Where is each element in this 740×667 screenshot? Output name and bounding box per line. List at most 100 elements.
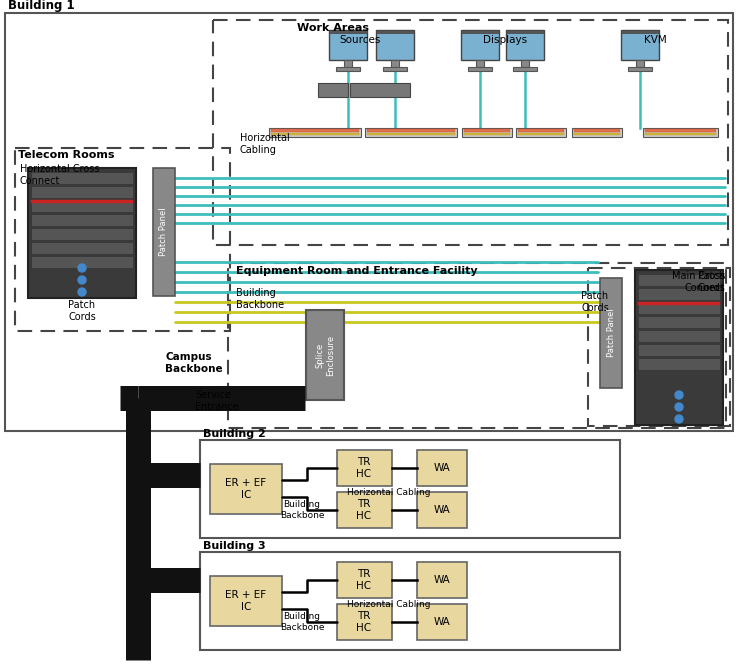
Text: WA: WA [434, 575, 451, 585]
Bar [506, 30, 544, 60]
Bar [521, 60, 529, 67]
Bar [31, 242, 133, 254]
Bar [464, 129, 510, 132]
Bar [31, 186, 133, 198]
Bar [306, 310, 344, 400]
Text: TR
HC: TR HC [357, 499, 371, 521]
Bar [31, 256, 133, 268]
Bar [200, 552, 620, 650]
Text: Building 1: Building 1 [8, 0, 75, 12]
Text: Patch Panel: Patch Panel [160, 207, 169, 256]
Bar [367, 133, 455, 135]
Bar [337, 562, 392, 598]
Bar [638, 316, 720, 328]
Bar [31, 172, 133, 184]
Text: Building
Backbone: Building Backbone [280, 612, 324, 632]
Bar [574, 129, 620, 132]
Bar [621, 30, 659, 60]
Bar [417, 450, 467, 486]
Bar [588, 268, 730, 426]
Bar [417, 604, 467, 640]
Bar [635, 270, 723, 425]
Text: Building
Backbone: Building Backbone [236, 288, 284, 309]
Circle shape [675, 403, 683, 411]
Text: Horizontal Cabling: Horizontal Cabling [347, 600, 431, 609]
Text: Patch
Cords: Patch Cords [68, 300, 96, 321]
Bar [367, 129, 455, 132]
Bar [28, 168, 136, 298]
Bar [153, 168, 175, 296]
Bar [337, 604, 392, 640]
Text: Splice
Enclosure: Splice Enclosure [315, 334, 334, 376]
Text: TR
HC: TR HC [357, 611, 371, 633]
Text: Equipment Room and Entrance Facility: Equipment Room and Entrance Facility [236, 266, 477, 276]
Bar [645, 129, 716, 132]
Bar [513, 67, 537, 71]
Bar [336, 67, 360, 71]
Bar [210, 576, 282, 626]
Bar [271, 133, 359, 135]
Bar [462, 128, 512, 137]
Bar [638, 302, 720, 305]
Text: Horizontal Cross
Connect: Horizontal Cross Connect [20, 164, 99, 185]
Bar [383, 67, 407, 71]
Bar [228, 263, 726, 428]
Text: Telecom Rooms: Telecom Rooms [18, 150, 115, 160]
Bar [574, 133, 620, 135]
Bar [468, 67, 492, 71]
Bar [5, 13, 733, 431]
Bar [518, 133, 564, 135]
Text: Work Areas: Work Areas [297, 23, 369, 33]
Bar [417, 492, 467, 528]
Bar [376, 30, 414, 60]
Text: Campus
Backbone: Campus Backbone [165, 352, 223, 374]
Bar [516, 128, 566, 137]
Text: WA: WA [434, 617, 451, 627]
Bar [337, 492, 392, 528]
Bar [638, 288, 720, 300]
Bar [344, 60, 352, 67]
Bar [337, 450, 392, 486]
Bar [638, 358, 720, 370]
Bar [329, 30, 367, 60]
Text: Horizontal
Cabling: Horizontal Cabling [240, 133, 290, 155]
Bar [643, 128, 718, 137]
Text: Patch
Cords: Patch Cords [697, 271, 725, 293]
Text: Service
Entrance: Service Entrance [195, 390, 239, 412]
Bar [15, 148, 230, 331]
Text: WA: WA [434, 463, 451, 473]
Bar [365, 128, 457, 137]
Bar [31, 200, 133, 203]
Circle shape [78, 288, 86, 296]
Bar [638, 274, 720, 286]
Text: Main Cross
Connect: Main Cross Connect [672, 271, 725, 293]
Bar [638, 302, 720, 314]
Circle shape [675, 391, 683, 399]
Text: ER + EF
IC: ER + EF IC [226, 478, 266, 500]
Bar [506, 30, 544, 33]
Bar [31, 228, 133, 240]
Bar [417, 562, 467, 598]
Bar [476, 60, 484, 67]
Bar [391, 60, 399, 67]
Bar [318, 83, 348, 97]
Bar [636, 60, 644, 67]
Bar [210, 464, 282, 514]
Circle shape [78, 264, 86, 272]
Bar [461, 30, 499, 33]
Text: Horizontal Cabling: Horizontal Cabling [347, 488, 431, 497]
Bar [645, 133, 716, 135]
Bar [271, 129, 359, 132]
Bar [518, 129, 564, 132]
Bar [31, 200, 133, 212]
Bar [638, 330, 720, 342]
Bar [621, 30, 659, 33]
Bar [628, 67, 652, 71]
Text: Building
Backbone: Building Backbone [280, 500, 324, 520]
Text: TR
HC: TR HC [357, 457, 371, 479]
Bar [329, 30, 367, 33]
Text: TR
HC: TR HC [357, 569, 371, 591]
Text: WA: WA [434, 505, 451, 515]
Text: Displays: Displays [483, 35, 527, 45]
Bar [461, 30, 499, 60]
